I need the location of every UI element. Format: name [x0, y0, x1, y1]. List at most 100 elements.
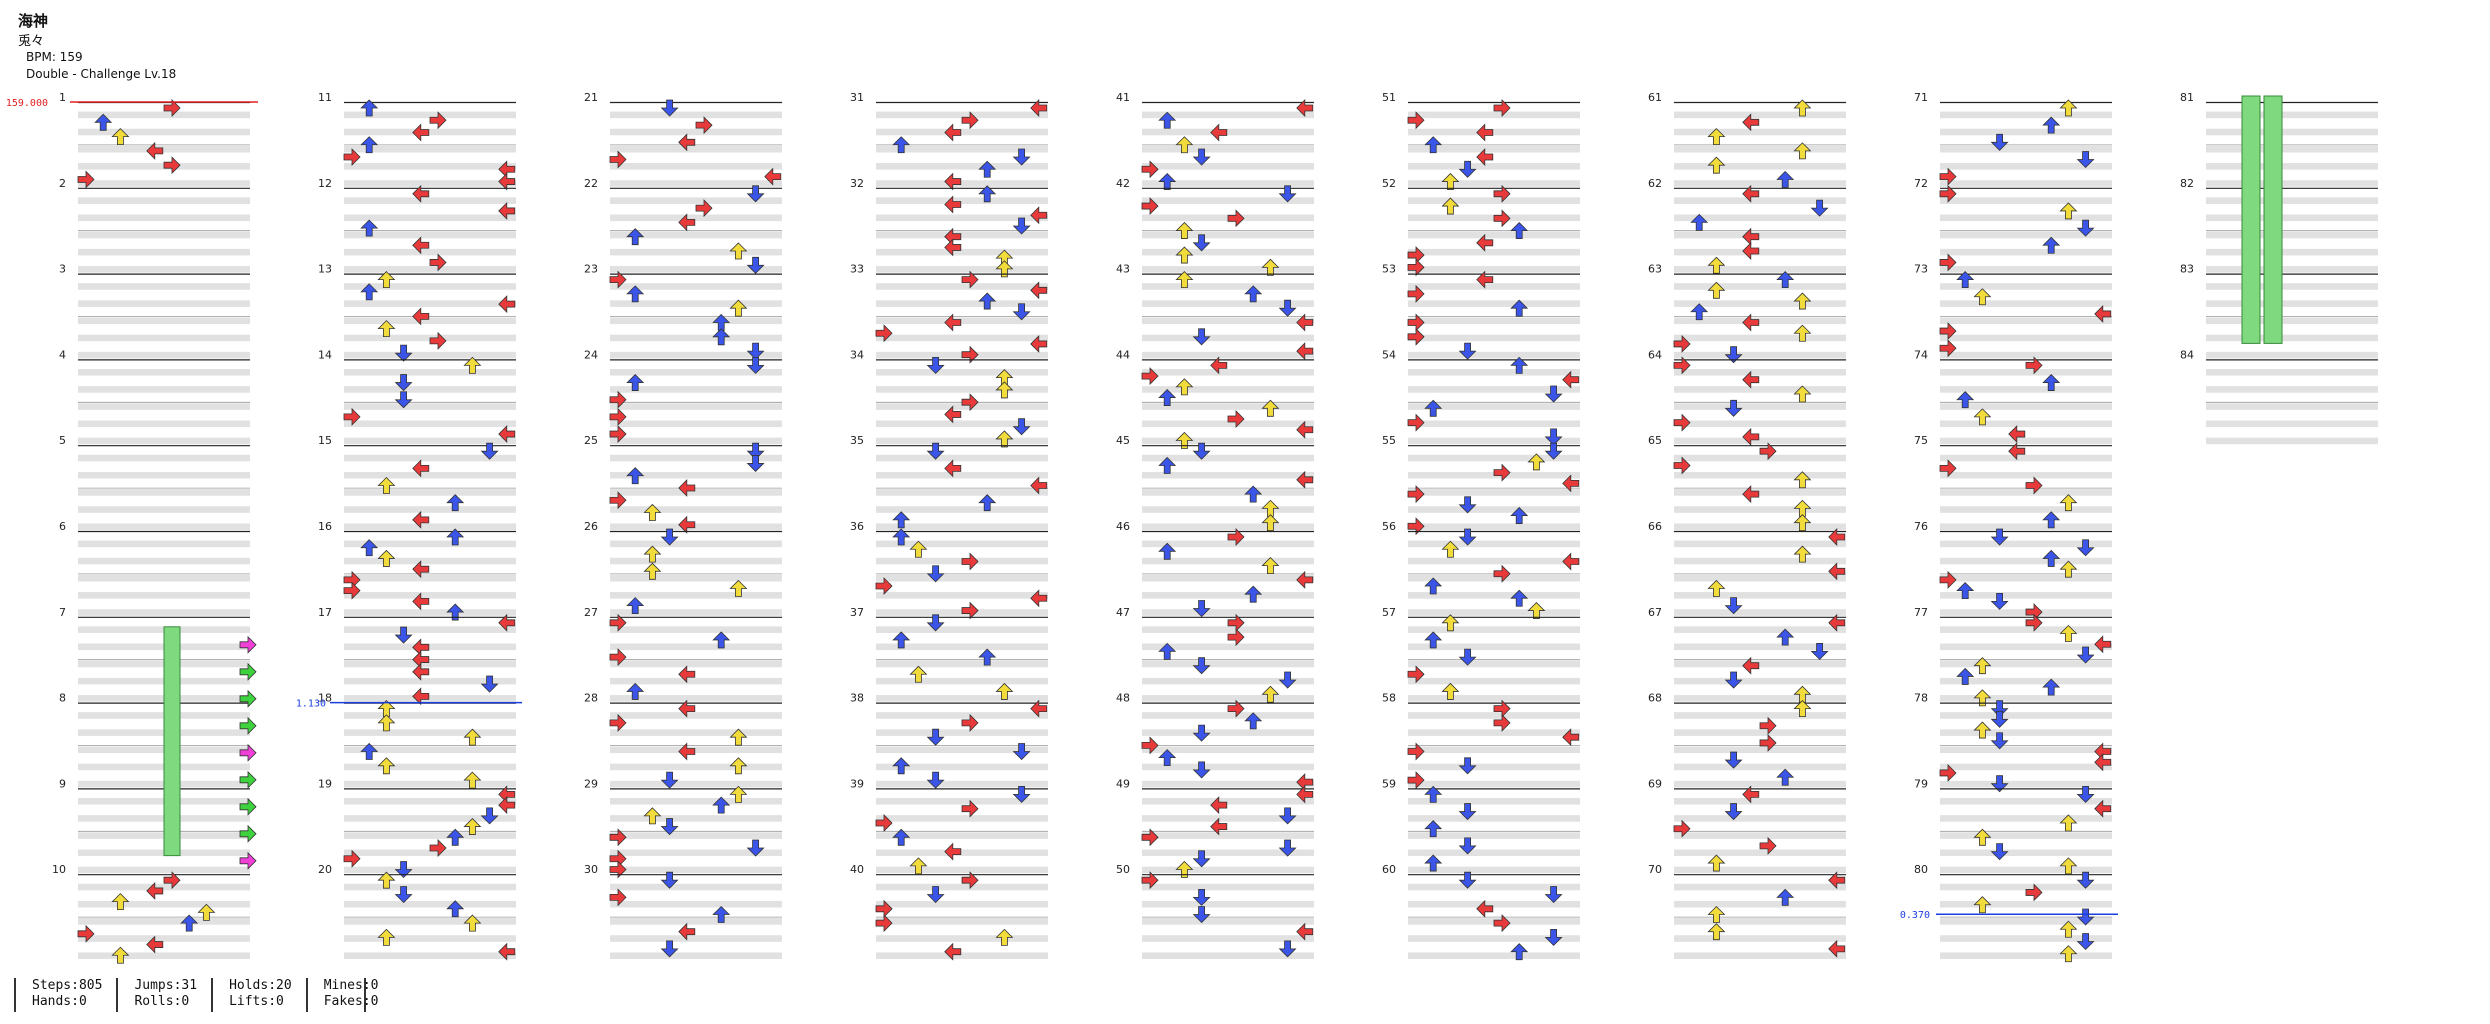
- measure-50: 50: [1116, 863, 1314, 959]
- row-shade: [876, 334, 1048, 342]
- step-arrow: [1759, 442, 1777, 461]
- hold-note: [2241, 95, 2261, 344]
- row-shade: [2206, 266, 2378, 273]
- step-arrow: [609, 860, 627, 879]
- row-shade: [1940, 695, 2112, 702]
- step-arrow: [1793, 324, 1812, 342]
- step-arrow: [1407, 742, 1425, 761]
- row-shade: [2206, 420, 2378, 428]
- step-arrow: [111, 946, 130, 964]
- row-shade: [344, 368, 516, 376]
- step-arrow: [678, 665, 696, 684]
- row-shade: [344, 180, 516, 187]
- step-arrow: [239, 824, 257, 843]
- measure-number: 84: [2180, 348, 2194, 361]
- measure-55: 55: [1382, 434, 1580, 536]
- row-shade: [1142, 403, 1314, 410]
- step-arrow: [429, 253, 447, 272]
- step-arrow: [1707, 579, 1726, 597]
- step-arrow: [1990, 592, 2009, 610]
- step-arrow: [1407, 111, 1425, 130]
- row-shade: [1940, 111, 2112, 119]
- row-shade: [78, 403, 250, 410]
- step-arrow: [729, 785, 748, 803]
- row-shade: [1142, 540, 1314, 548]
- row-shade: [1142, 883, 1314, 891]
- step-arrow: [1175, 136, 1194, 154]
- measure-81: 81: [2180, 91, 2378, 187]
- step-arrow: [609, 828, 627, 847]
- row-shade: [1674, 368, 1846, 376]
- row-shade: [344, 266, 516, 273]
- step-arrow: [1158, 111, 1177, 129]
- step-arrow: [1424, 136, 1443, 154]
- step-arrow: [360, 742, 379, 760]
- measure-number: 20: [318, 863, 332, 876]
- row-shade: [78, 935, 250, 942]
- difficulty-info: Double - Challenge Lv.18: [26, 67, 177, 81]
- measure-number: 7: [59, 606, 66, 619]
- row-shade: [1408, 145, 1580, 153]
- step-arrow: [360, 539, 379, 557]
- row-shade: [2206, 351, 2378, 359]
- step-arrow: [163, 156, 181, 175]
- row-shade: [1940, 746, 2112, 754]
- measure-2: 2: [59, 177, 250, 273]
- measure-number: 62: [1648, 177, 1662, 190]
- step-arrow: [1175, 246, 1194, 264]
- step-arrow: [892, 828, 911, 846]
- step-arrow: [1192, 442, 1211, 460]
- step-arrow: [1424, 785, 1443, 803]
- row-shade: [876, 849, 1048, 857]
- step-arrow: [1707, 256, 1726, 274]
- measure-38: 38: [850, 692, 1048, 789]
- step-arrow: [1776, 170, 1795, 188]
- row-shade: [1940, 317, 2112, 325]
- step-arrow: [1278, 940, 1297, 958]
- step-arrow: [961, 871, 979, 890]
- step-arrow: [412, 510, 430, 529]
- step-arrow: [1828, 562, 1846, 581]
- row-shade: [610, 592, 782, 599]
- row-shade: [1674, 111, 1846, 119]
- step-arrow: [1175, 222, 1194, 239]
- row-shade: [2206, 145, 2378, 153]
- step-arrow: [926, 614, 945, 632]
- row-shade: [78, 248, 250, 256]
- measure-7: 7: [59, 606, 250, 702]
- step-arrow: [1828, 871, 1846, 890]
- step-arrow: [695, 116, 713, 135]
- step-arrow: [1244, 585, 1263, 603]
- row-shade: [876, 900, 1048, 908]
- row-shade: [876, 797, 1048, 805]
- step-arrow: [1192, 724, 1211, 742]
- step-arrow: [446, 900, 465, 918]
- row-shade: [876, 489, 1048, 496]
- row-shade: [876, 832, 1048, 839]
- step-arrow: [1493, 99, 1511, 117]
- measure-24: 24: [584, 348, 782, 445]
- row-shade: [344, 420, 516, 428]
- step-arrow: [961, 111, 979, 130]
- step-arrow: [1707, 923, 1726, 941]
- row-shade: [78, 592, 250, 599]
- row-shade: [1674, 540, 1846, 548]
- measure-28: 28: [584, 692, 782, 789]
- row-shade: [1674, 609, 1846, 616]
- measure-34: 34: [850, 348, 1048, 448]
- row-shade: [344, 866, 516, 874]
- row-shade: [1408, 935, 1580, 942]
- step-arrow: [1227, 209, 1245, 228]
- row-shade: [1674, 214, 1846, 222]
- row-shade: [610, 214, 782, 222]
- step-arrow: [1956, 271, 1975, 289]
- stats-group-holds: Holds:20 Lifts:0: [211, 978, 306, 1012]
- measure-number: 1: [59, 91, 66, 104]
- measure-number: 81: [2180, 91, 2194, 104]
- step-arrow: [1141, 367, 1159, 386]
- row-shade: [610, 163, 782, 170]
- step-arrow: [1493, 914, 1511, 933]
- step-arrow: [197, 903, 216, 921]
- row-shade: [1940, 866, 2112, 874]
- measure-number: 73: [1914, 263, 1928, 276]
